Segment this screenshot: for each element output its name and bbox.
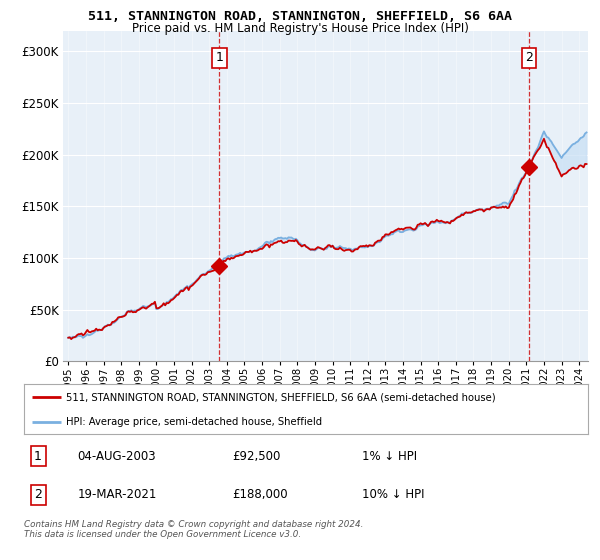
Text: £92,500: £92,500 (233, 450, 281, 463)
Text: £188,000: £188,000 (233, 488, 289, 501)
Text: 511, STANNINGTON ROAD, STANNINGTON, SHEFFIELD, S6 6AA (semi-detached house): 511, STANNINGTON ROAD, STANNINGTON, SHEF… (66, 392, 496, 402)
Text: 10% ↓ HPI: 10% ↓ HPI (362, 488, 425, 501)
Text: 1: 1 (215, 52, 223, 64)
Text: 2: 2 (34, 488, 42, 501)
Text: 1% ↓ HPI: 1% ↓ HPI (362, 450, 418, 463)
Text: Price paid vs. HM Land Registry's House Price Index (HPI): Price paid vs. HM Land Registry's House … (131, 22, 469, 35)
Text: 2: 2 (526, 52, 533, 64)
Text: 19-MAR-2021: 19-MAR-2021 (77, 488, 157, 501)
Text: 04-AUG-2003: 04-AUG-2003 (77, 450, 156, 463)
Text: 1: 1 (34, 450, 42, 463)
Text: Contains HM Land Registry data © Crown copyright and database right 2024.
This d: Contains HM Land Registry data © Crown c… (24, 520, 364, 539)
Text: 511, STANNINGTON ROAD, STANNINGTON, SHEFFIELD, S6 6AA: 511, STANNINGTON ROAD, STANNINGTON, SHEF… (88, 10, 512, 23)
Text: HPI: Average price, semi-detached house, Sheffield: HPI: Average price, semi-detached house,… (66, 417, 322, 427)
